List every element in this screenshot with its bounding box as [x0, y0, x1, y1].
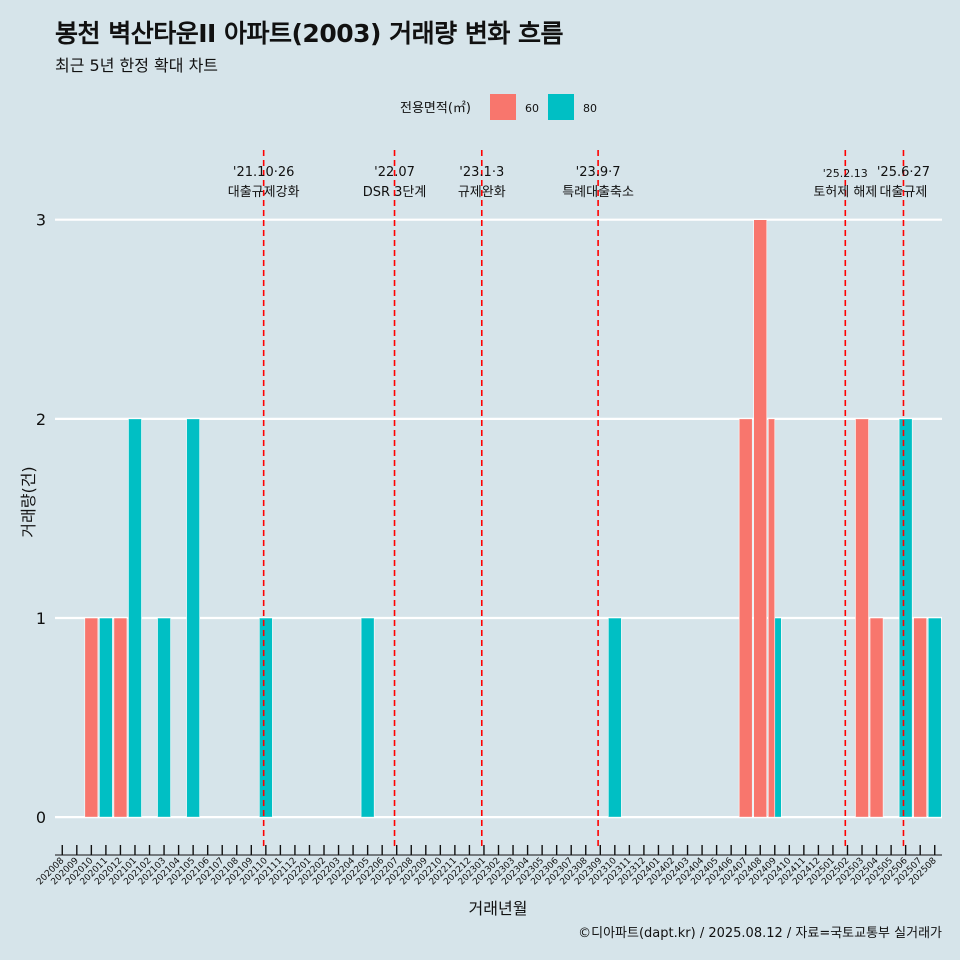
- bar-60-202409: [767, 418, 776, 818]
- x-axis: 2020082020092020102020112020122021012021…: [35, 845, 942, 887]
- bar-80-202011: [99, 617, 113, 818]
- bar-60-202503: [855, 418, 869, 818]
- annotation-label: DSR 3단계: [363, 185, 427, 200]
- annotation-label: 특례대출축소: [562, 185, 634, 200]
- bar-60-202012: [113, 617, 128, 818]
- bar-80-202110: [259, 617, 273, 818]
- bar-80-202205: [360, 617, 375, 818]
- annotation-date: '23.9·7: [576, 165, 621, 180]
- legend-title: 전용면적(㎡): [400, 101, 471, 116]
- gridlines: [55, 218, 942, 819]
- bars: [84, 219, 942, 818]
- bar-60-202507: [913, 617, 928, 818]
- y-tick-label: 1: [36, 609, 46, 628]
- bar-60-202504: [869, 617, 884, 818]
- bar-60-202010: [84, 617, 99, 818]
- bar-80-202409: [774, 617, 782, 818]
- bar-60-202408: [753, 219, 768, 818]
- legend-swatch-80: [548, 94, 574, 120]
- bar-80-202101: [128, 418, 142, 818]
- annotation-date: '22.07: [374, 165, 415, 180]
- y-tick-label: 0: [36, 808, 46, 827]
- chart-subtitle: 최근 5년 한정 확대 차트: [55, 56, 219, 75]
- annotation-label: 규제완화: [458, 185, 506, 200]
- annotation-date: '23.1·3: [459, 165, 504, 180]
- y-tick-label: 2: [36, 410, 46, 429]
- x-axis-label: 거래년월: [469, 899, 528, 918]
- bar-80-202506: [898, 418, 913, 818]
- annotation-date: '25.6·27: [877, 165, 930, 180]
- chart-title: 봉천 벽산타운II 아파트(2003) 거래량 변화 흐름: [55, 19, 564, 48]
- bar-80-202105: [186, 418, 200, 818]
- legend-label-60: 60: [525, 102, 539, 115]
- legend: 전용면적(㎡) 60 80: [400, 94, 597, 120]
- annotations: '21.10·26 대출규제강화 '22.07 DSR 3단계 '23.1·3 규제완화 '…: [228, 165, 930, 200]
- annotation-date: '25.2.13: [823, 167, 868, 180]
- legend-label-80: 80: [583, 102, 597, 115]
- bar-80-202310: [607, 617, 622, 818]
- annotation-lines: [262, 150, 905, 850]
- annotation-label: 대출규제강화: [228, 185, 300, 200]
- annotation-label: 토허제 해제: [813, 185, 877, 200]
- source-caption: ©디아파트(dapt.kr) / 2025.08.12 / 자료=국토교통부 실…: [578, 926, 942, 941]
- bar-80-202508: [927, 617, 942, 818]
- legend-swatch-60: [490, 94, 516, 120]
- y-axis: 0 1 2 3: [36, 211, 46, 827]
- y-axis-label: 거래량(건): [19, 466, 38, 537]
- bar-60-202407: [738, 418, 753, 818]
- bar-80-202103: [157, 617, 171, 818]
- y-tick-label: 3: [36, 211, 46, 230]
- annotation-date: '21.10·26: [233, 165, 294, 180]
- annotation-label: 대출규제: [880, 185, 928, 200]
